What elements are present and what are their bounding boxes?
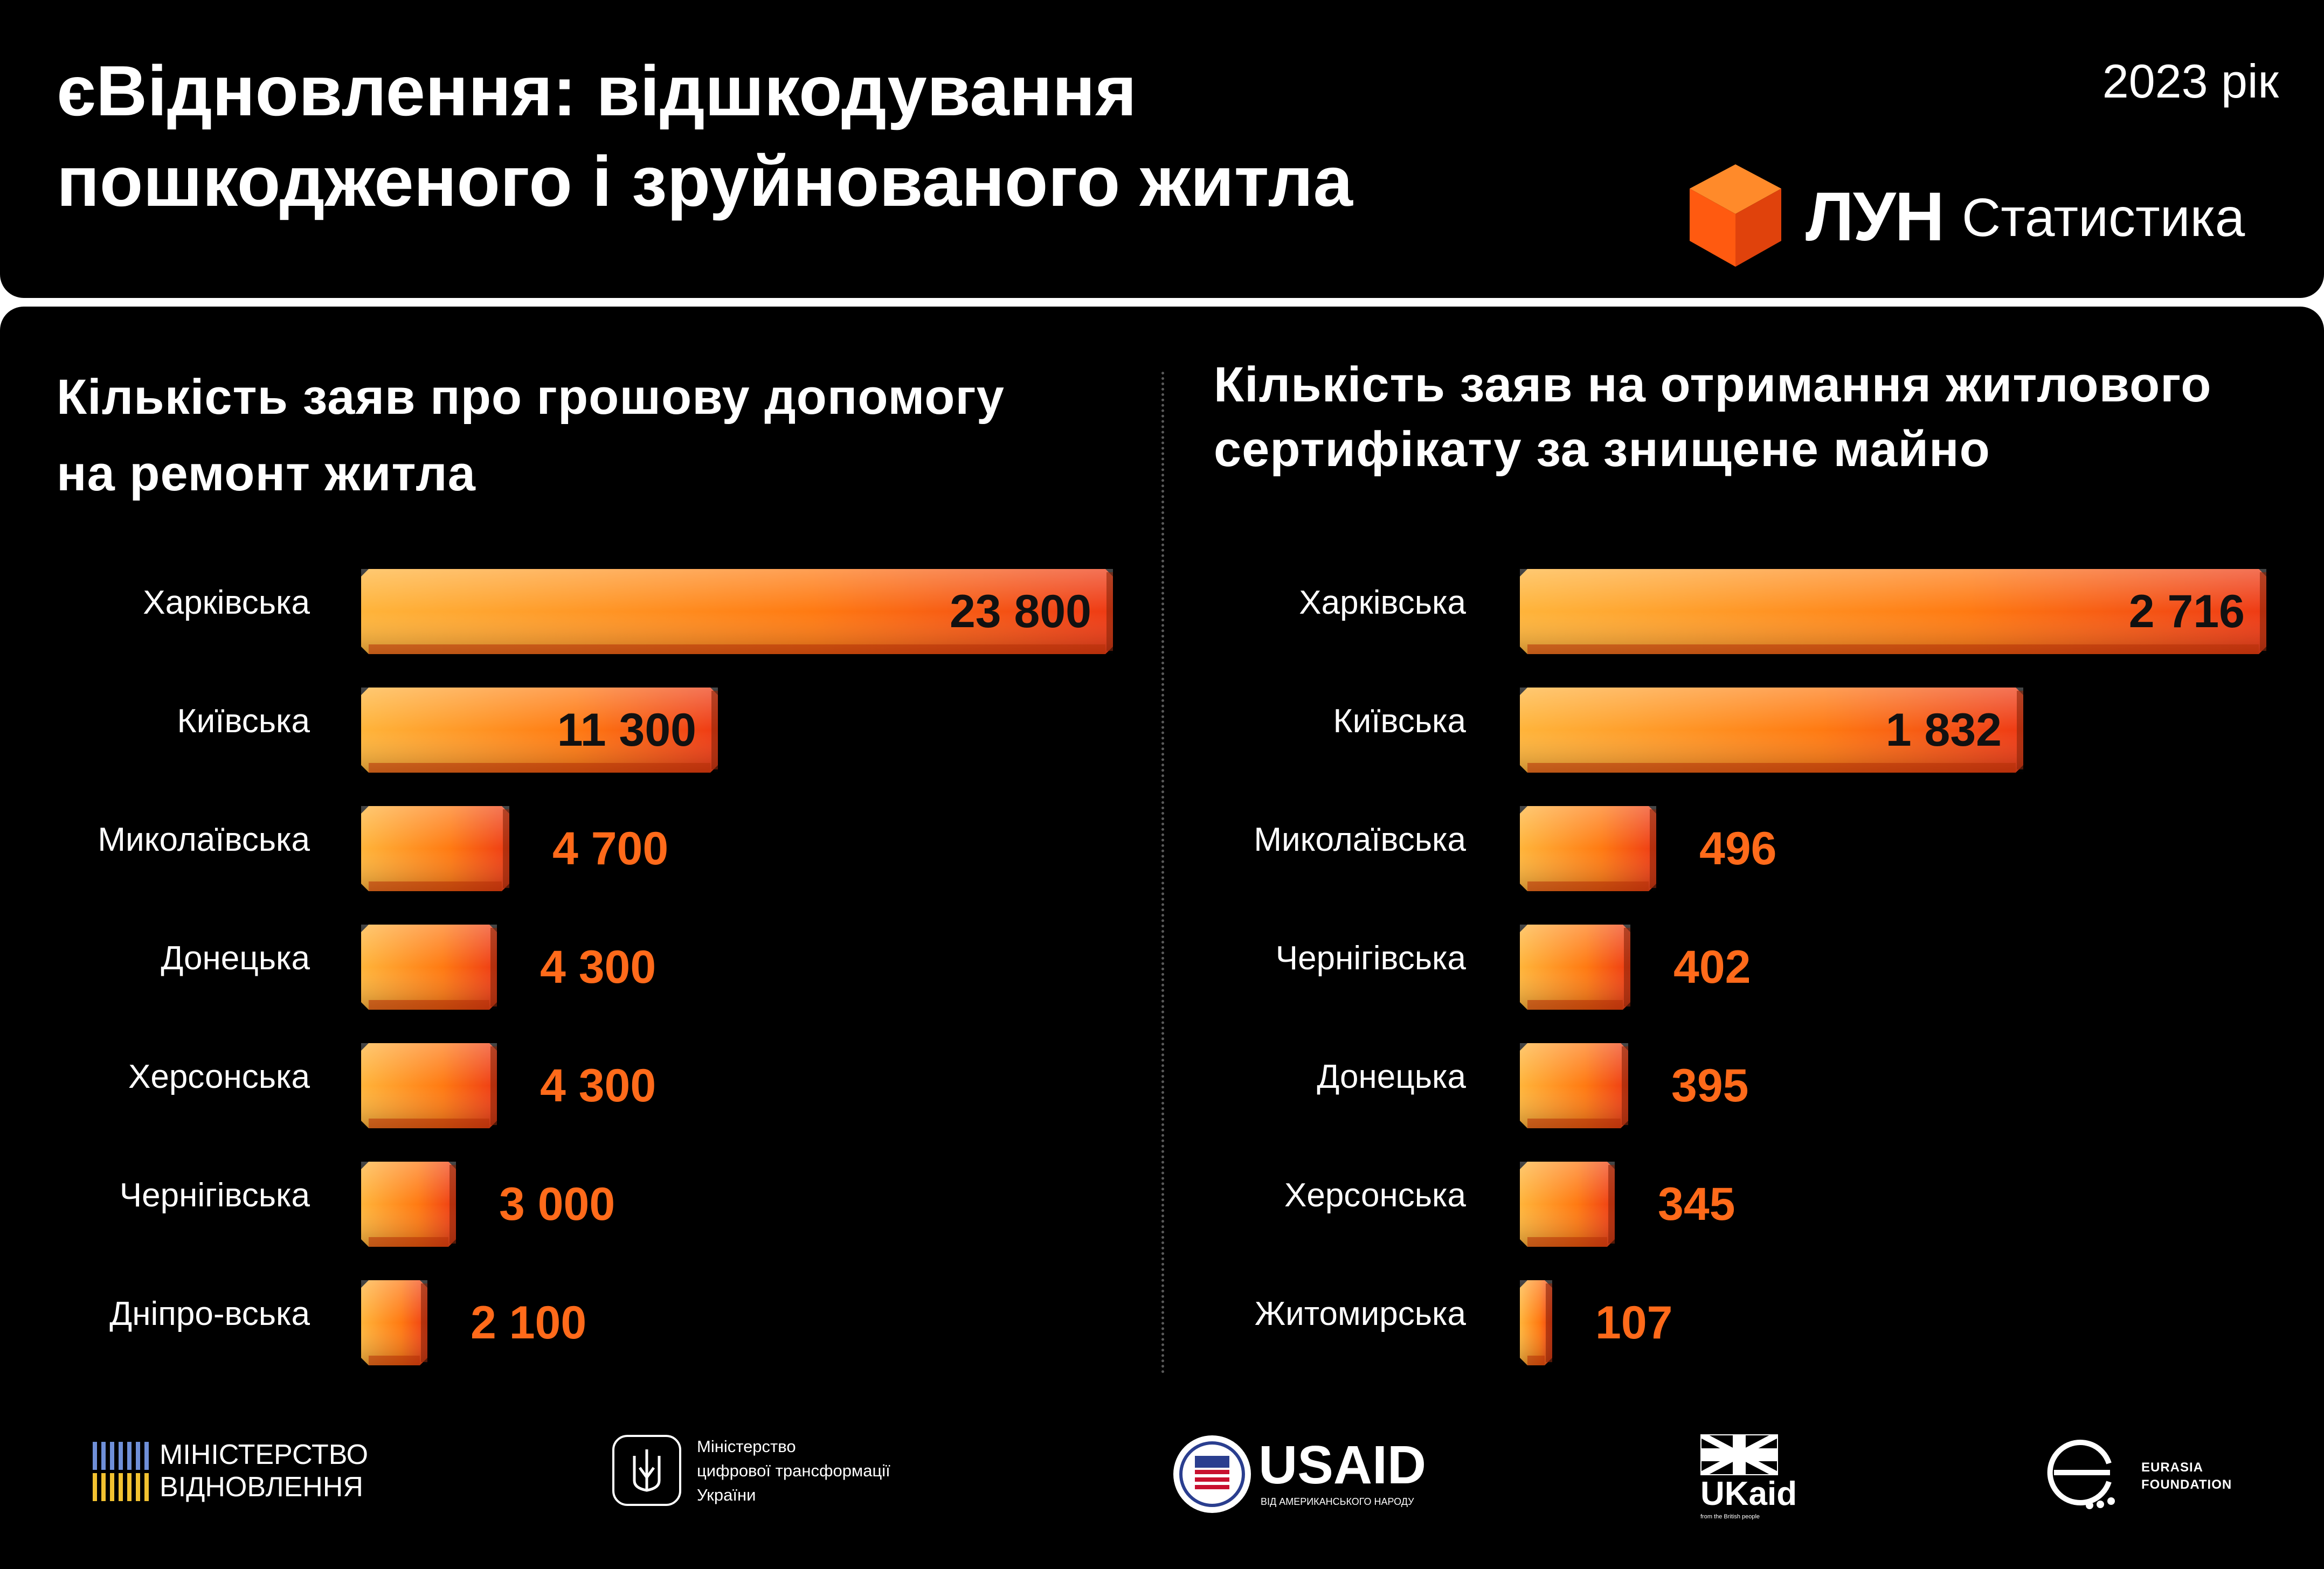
value-label: 3 000 bbox=[499, 1178, 615, 1230]
ukaid-name: UKaid bbox=[1700, 1475, 1797, 1512]
value-label: 11 300 bbox=[557, 704, 696, 756]
category-label: Чернігівська bbox=[1275, 940, 1466, 977]
category-label: Херсонська bbox=[1284, 1177, 1466, 1214]
logo-ukaid: UKaid from the British people bbox=[1700, 1434, 1808, 1521]
category-label: Донецька bbox=[161, 940, 310, 977]
bar-2-3 bbox=[1520, 806, 1656, 891]
eurasia-e-icon bbox=[2047, 1440, 2115, 1509]
usaid-seal-icon bbox=[1173, 1435, 1251, 1513]
value-label: 2 716 bbox=[2128, 586, 2245, 637]
value-label: 402 bbox=[1673, 941, 1751, 993]
value-label: 496 bbox=[1699, 823, 1777, 874]
bar-1-7 bbox=[361, 1280, 427, 1365]
logo-ministry-digital: Міністерство цифрової трансформації Укра… bbox=[612, 1434, 989, 1515]
category-label: Херсонська bbox=[128, 1058, 310, 1095]
ministry-stripes-icon bbox=[93, 1442, 149, 1501]
chart-1-title: Кількість заяв про грошову допомогу на р… bbox=[57, 359, 1005, 512]
chart-1-repair-aid: Харківська 23 800 Київська 11 300 Миколаївсь… bbox=[0, 539, 1132, 1401]
usaid-tagline: ВІД АМЕРИКАНСЬКОГО НАРОДУ bbox=[1261, 1496, 1414, 1507]
chart-1-bars bbox=[361, 569, 1113, 1365]
logo-eurasia-foundation: EURASIA FOUNDATION bbox=[2045, 1432, 2239, 1518]
category-label: Київська bbox=[1333, 703, 1467, 740]
header-panel: єВідновлення: відшкодування пошкодженого… bbox=[0, 0, 2324, 298]
category-label: Чернігівська bbox=[119, 1177, 310, 1214]
bar-2-6 bbox=[1520, 1162, 1615, 1247]
bar-2-5 bbox=[1520, 1043, 1628, 1128]
bar-1-3 bbox=[361, 806, 509, 891]
brand-logo: ЛУН Статистика bbox=[1690, 164, 2282, 272]
value-label: 1 832 bbox=[1885, 704, 2002, 756]
page-title: єВідновлення: відшкодування пошкодженого… bbox=[57, 46, 1620, 227]
digital-line-3: України bbox=[697, 1485, 756, 1504]
bar-1-2 bbox=[361, 688, 718, 773]
chart-1-title-line-2: на ремонт житла bbox=[57, 446, 476, 501]
value-label: 4 300 bbox=[540, 941, 656, 993]
bar-2-7 bbox=[1520, 1280, 1552, 1365]
value-label: 4 300 bbox=[540, 1060, 656, 1112]
brand-name: ЛУН bbox=[1806, 178, 1945, 255]
logo-ministry-of-restoration: МІНІСТЕРСТВО ВІДНОВЛЕННЯ bbox=[93, 1439, 395, 1509]
category-label: Київська bbox=[177, 703, 310, 740]
orange-cube-icon bbox=[1690, 164, 1781, 267]
value-label: 107 bbox=[1595, 1297, 1673, 1349]
category-label: Миколаївська bbox=[1254, 821, 1466, 858]
ministry-name-line-2: ВІДНОВЛЕННЯ bbox=[160, 1471, 363, 1503]
bar-1-4 bbox=[361, 925, 497, 1010]
category-label: Миколаївська bbox=[98, 821, 310, 858]
chart-2-housing-certificate: Харківська 2 716 Київська 1 832 Миколаївська… bbox=[1159, 539, 2291, 1401]
chart-1-title-line-1: Кількість заяв про грошову допомогу bbox=[57, 370, 1005, 425]
chart-2-title-line-1: Кількість заяв на отримання житлового bbox=[1214, 357, 2212, 412]
eurasia-line-1: EURASIA bbox=[2141, 1460, 2204, 1475]
trident-icon bbox=[612, 1435, 681, 1506]
value-label: 23 800 bbox=[949, 586, 1091, 637]
usaid-name: USAID bbox=[1258, 1435, 1427, 1495]
category-label: Житомирська bbox=[1254, 1295, 1466, 1332]
value-label: 2 100 bbox=[471, 1297, 587, 1349]
year-label: 2023 рік bbox=[2102, 54, 2279, 108]
bar-1-1 bbox=[361, 569, 1113, 654]
value-label: 4 700 bbox=[552, 823, 669, 874]
chart-2-bars bbox=[1520, 569, 2266, 1365]
chart-2-title: Кількість заяв на отримання житлового се… bbox=[1214, 352, 2211, 482]
ukaid-tagline: from the British people bbox=[1700, 1514, 1760, 1520]
category-label: Дніпро-вська bbox=[109, 1295, 310, 1332]
logo-usaid: USAID ВІД АМЕРИКАНСЬКОГО НАРОДУ bbox=[1172, 1434, 1442, 1515]
title-line-1: єВідновлення: відшкодування bbox=[57, 51, 1137, 130]
bar-2-2 bbox=[1520, 688, 2023, 773]
value-label: 345 bbox=[1658, 1178, 1735, 1230]
ministry-name-line-1: МІНІСТЕРСТВО bbox=[160, 1439, 369, 1470]
bar-1-6 bbox=[361, 1162, 456, 1247]
chart-2-title-line-2: сертифікату за знищене майно bbox=[1214, 422, 1990, 477]
eurasia-line-2: FOUNDATION bbox=[2141, 1477, 2232, 1492]
bar-2-4 bbox=[1520, 925, 1630, 1010]
value-label: 395 bbox=[1671, 1060, 1749, 1112]
union-jack-icon bbox=[1700, 1434, 1778, 1475]
title-line-2: пошкодженого і зруйнованого житла bbox=[57, 142, 1353, 221]
category-label: Донецька bbox=[1317, 1058, 1466, 1095]
partner-logos: МІНІСТЕРСТВО ВІДНОВЛЕННЯ Міністерство ци… bbox=[0, 1401, 2324, 1563]
chart-divider bbox=[1161, 372, 1164, 1374]
brand-subtitle: Статистика bbox=[1962, 188, 2245, 248]
digital-line-2: цифрової трансформації bbox=[697, 1461, 890, 1480]
category-label: Харківська bbox=[1299, 584, 1466, 621]
bar-2-1 bbox=[1520, 569, 2266, 654]
category-label: Харківська bbox=[143, 584, 310, 621]
bar-1-5 bbox=[361, 1043, 497, 1128]
digital-line-1: Міністерство bbox=[697, 1437, 796, 1456]
